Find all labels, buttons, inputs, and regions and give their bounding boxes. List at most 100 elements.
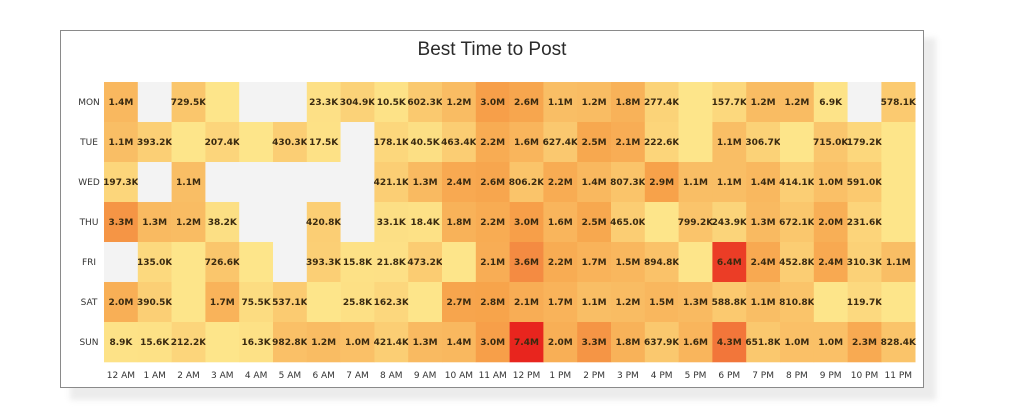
- heatmap-cell: [137, 282, 172, 323]
- heatmap-cell: [408, 242, 443, 283]
- heatmap-cell: [137, 202, 172, 243]
- cell-value-label: 1.2M: [784, 98, 809, 108]
- heatmap-cell: [104, 82, 139, 123]
- heatmap-cell: [509, 82, 544, 123]
- x-tick-label: 1 AM: [143, 371, 166, 381]
- cell-value-label: 10.5K: [377, 98, 407, 108]
- heatmap-cell: [644, 162, 679, 203]
- cell-value-label: 1.3M: [413, 178, 438, 188]
- heatmap-cell: [678, 82, 713, 123]
- cell-value-label: 38.2K: [208, 218, 238, 228]
- heatmap-cell: [104, 122, 139, 163]
- heatmap-cell: [509, 122, 544, 163]
- heatmap-cell: [611, 162, 646, 203]
- cell-value-label: 8.9K: [109, 338, 133, 348]
- heatmap-cell: [239, 242, 274, 283]
- cell-value-label: 421.4K: [374, 338, 410, 348]
- cell-value-label: 2.0M: [548, 338, 573, 348]
- cell-value-label: 243.9K: [712, 218, 748, 228]
- heatmap-cell: [813, 122, 848, 163]
- cell-value-label: 1.7M: [582, 258, 607, 268]
- heatmap-cell: [137, 242, 172, 283]
- heatmap-cell: [374, 242, 409, 283]
- cell-value-label: 715.0K: [813, 138, 849, 148]
- heatmap-cell: [442, 82, 477, 123]
- heatmap-cell: [611, 202, 646, 243]
- cell-value-label: 537.1K: [272, 298, 308, 308]
- cell-value-label: 1.1M: [717, 178, 742, 188]
- heatmap-cell: [442, 162, 477, 203]
- cell-value-label: 1.2M: [751, 98, 776, 108]
- chart-card: Best Time to Post 1.4M 729.5K 23.3K 304.9K 1…: [60, 30, 924, 388]
- heatmap-cell: [644, 242, 679, 283]
- cell-value-label: 1.4M: [582, 178, 607, 188]
- heatmap-cell: [712, 242, 747, 283]
- heatmap-cell: [780, 202, 815, 243]
- cell-value-label: 2.9M: [649, 178, 674, 188]
- cell-value-label: 1.1M: [886, 258, 911, 268]
- x-tick-label: 10 AM: [445, 371, 473, 381]
- cell-value-label: 602.3K: [407, 98, 443, 108]
- cell-value-label: 1.4M: [446, 338, 471, 348]
- heatmap-cell: [374, 322, 409, 363]
- heatmap-cell: [881, 322, 916, 363]
- heatmap-cell: [205, 122, 240, 163]
- heatmap-cell: [847, 82, 882, 123]
- cell-value-label: 1.0M: [784, 338, 809, 348]
- heatmap-cell: [712, 82, 747, 123]
- heatmap-cell: [813, 162, 848, 203]
- cell-value-label: 894.8K: [644, 258, 680, 268]
- heatmap-cell: [273, 242, 308, 283]
- heatmap-cell: [137, 82, 172, 123]
- heatmap-cell: [408, 282, 443, 323]
- heatmap-cell: [475, 282, 510, 323]
- cell-value-label: 810.8K: [779, 298, 815, 308]
- heatmap-cell: [678, 202, 713, 243]
- cell-value-label: 452.8K: [779, 258, 815, 268]
- cell-value-label: 1.3M: [142, 218, 167, 228]
- heatmap-cell: [475, 162, 510, 203]
- cell-value-label: 3.0M: [514, 218, 539, 228]
- cell-value-label: 1.6M: [683, 338, 708, 348]
- heatmap-cell: [104, 162, 139, 203]
- cell-value-label: 2.1M: [514, 298, 539, 308]
- cell-value-label: 1.1M: [582, 298, 607, 308]
- heatmap-cell: [137, 122, 172, 163]
- heatmap-cell: [205, 242, 240, 283]
- cell-value-label: 2.7M: [446, 298, 471, 308]
- heatmap-cell: [577, 82, 612, 123]
- cell-value-label: 157.7K: [712, 98, 748, 108]
- x-tick-label: 6 PM: [718, 371, 740, 381]
- cell-value-label: 15.8K: [343, 258, 373, 268]
- y-tick-label: SAT: [81, 298, 98, 308]
- y-tick-label: SUN: [79, 338, 98, 348]
- cell-value-label: 15.6K: [140, 338, 170, 348]
- heatmap-cell: [475, 122, 510, 163]
- heatmap-cell: [340, 242, 375, 283]
- heatmap-cell: [678, 322, 713, 363]
- cell-value-label: 40.5K: [411, 138, 441, 148]
- cell-value-label: 2.5M: [582, 138, 607, 148]
- heatmap-cell: [475, 202, 510, 243]
- cell-value-label: 6.4M: [717, 258, 742, 268]
- x-tick-label: 7 AM: [346, 371, 369, 381]
- cell-value-label: 1.0M: [818, 338, 843, 348]
- cell-value-label: 588.8K: [712, 298, 748, 308]
- heatmap-cell: [712, 122, 747, 163]
- x-tick-label: 5 PM: [685, 371, 707, 381]
- x-tick-label: 3 PM: [617, 371, 639, 381]
- cell-value-label: 3.3M: [108, 218, 133, 228]
- heatmap-cell: [273, 202, 308, 243]
- heatmap-cell: [611, 322, 646, 363]
- cell-value-label: 306.7K: [745, 138, 781, 148]
- cell-value-label: 828.4K: [881, 338, 917, 348]
- heatmap-cell: [712, 202, 747, 243]
- cell-value-label: 807.3K: [610, 178, 646, 188]
- heatmap-cell: [104, 322, 139, 363]
- heatmap-cell: [137, 322, 172, 363]
- cell-value-label: 1.8M: [615, 338, 640, 348]
- heatmap-cell: [577, 282, 612, 323]
- x-tick-label: 3 AM: [211, 371, 234, 381]
- cell-value-label: 2.0M: [108, 298, 133, 308]
- heatmap-cell: [171, 202, 206, 243]
